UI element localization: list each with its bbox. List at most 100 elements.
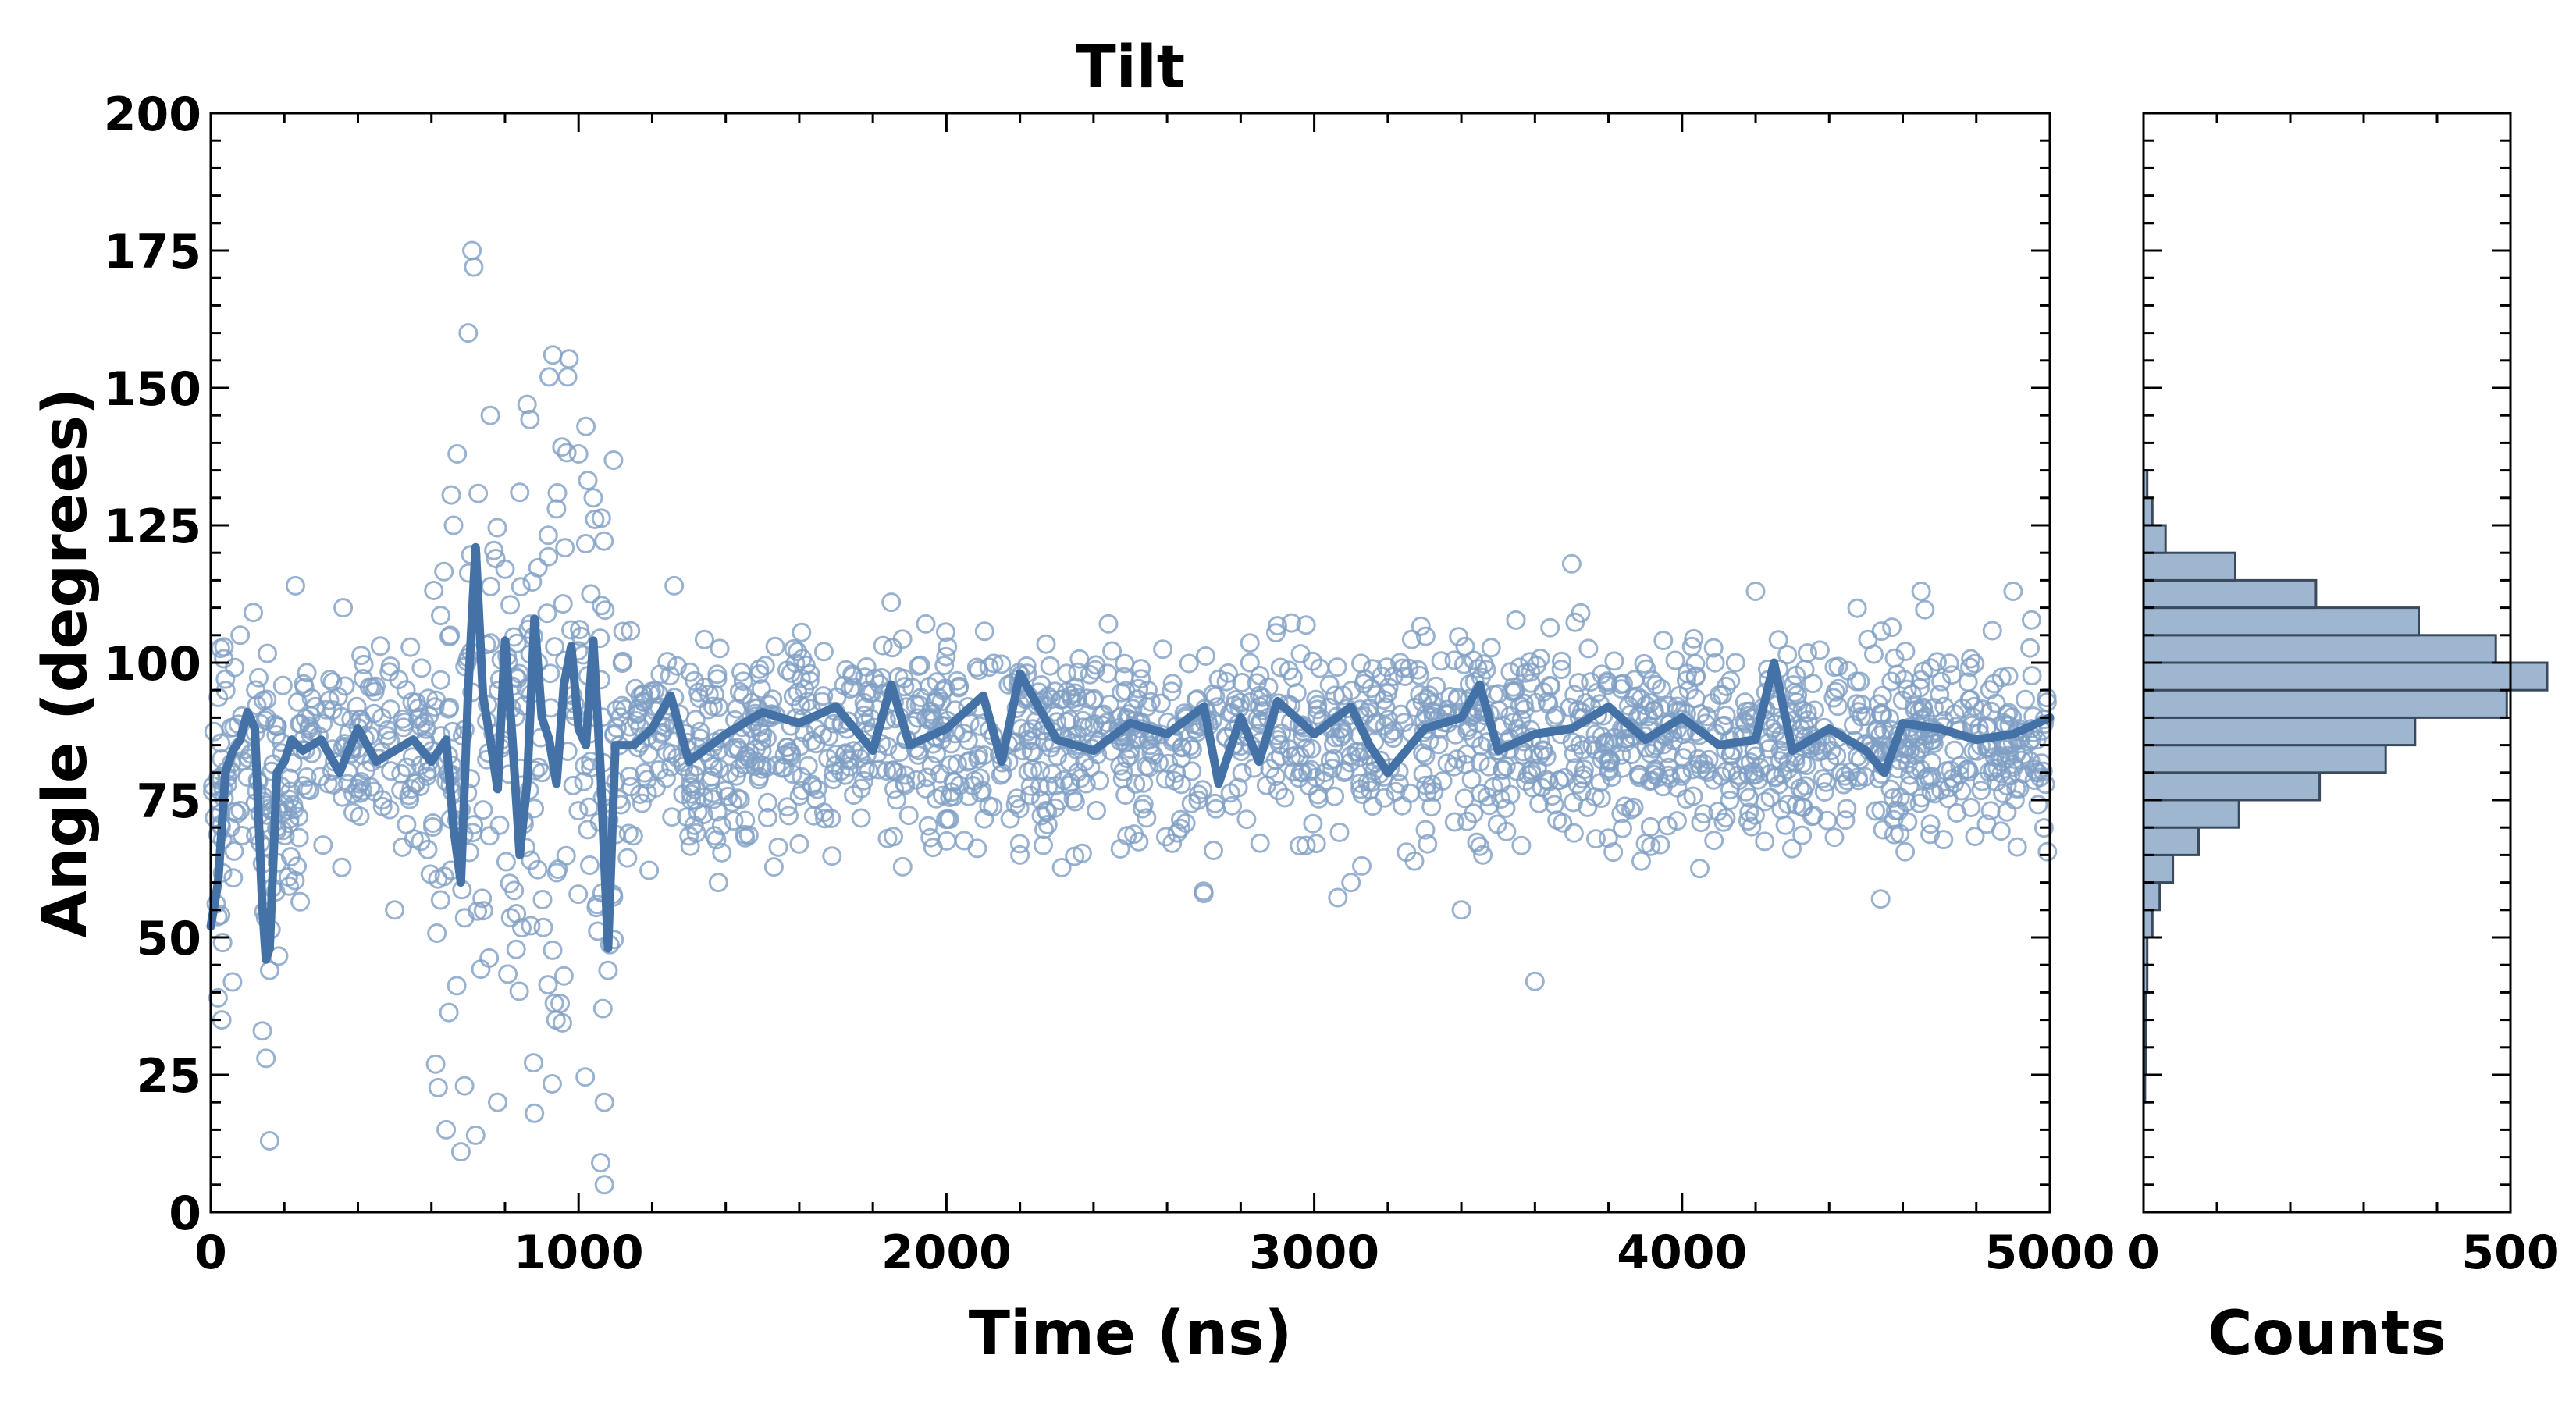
scatter-point xyxy=(1478,756,1499,777)
scatter-point xyxy=(1510,695,1530,716)
scatter-point xyxy=(1250,666,1270,685)
scatter-point xyxy=(632,793,652,813)
scatter-point xyxy=(1667,811,1687,831)
chart-title: Tilt xyxy=(1076,32,1185,101)
scatter-point xyxy=(1600,751,1621,771)
scatter-point xyxy=(613,621,633,642)
scatter-point xyxy=(553,966,574,986)
scatter-point xyxy=(979,657,999,678)
scatter-point xyxy=(1735,711,1755,731)
scatter-point xyxy=(1615,729,1635,749)
scatter-point xyxy=(1476,660,1496,680)
scatter-point xyxy=(789,834,809,854)
scatter-point xyxy=(931,692,952,712)
scatter-point xyxy=(1422,694,1443,714)
scatter-point xyxy=(681,784,701,804)
scatter-point xyxy=(1421,797,1442,817)
scatter-point xyxy=(1362,796,1382,816)
scatter-point xyxy=(1665,650,1685,670)
scatter-point xyxy=(1149,752,1169,773)
scatter-point xyxy=(594,1092,614,1112)
scatter-point xyxy=(418,688,439,709)
scatter-point xyxy=(1846,694,1866,714)
scatter-point xyxy=(285,870,305,891)
scatter-point xyxy=(916,708,936,728)
scatter-point xyxy=(1825,681,1845,702)
scatter-point xyxy=(393,717,414,738)
scatter-point xyxy=(591,1153,610,1173)
scatter-point xyxy=(1965,653,1985,674)
scatter-point xyxy=(2003,582,2023,601)
scatter-point xyxy=(1740,752,1760,772)
scatter-point xyxy=(690,721,710,742)
scatter-point xyxy=(790,736,810,756)
histogram-bar xyxy=(2142,606,2420,637)
scatter-point xyxy=(1961,649,1981,669)
scatter-point xyxy=(1516,771,1536,791)
scatter-point xyxy=(1449,627,1469,647)
scatter-point xyxy=(464,257,484,277)
scatter-point xyxy=(319,690,340,710)
scatter-point xyxy=(1778,794,1798,814)
scatter-point xyxy=(1133,794,1154,814)
scatter-point xyxy=(1383,720,1404,741)
scatter-point xyxy=(1624,797,1644,817)
scatter-point xyxy=(1703,770,1724,790)
scatter-point xyxy=(1493,760,1513,780)
scatter-point xyxy=(1855,767,1875,787)
histogram-bar xyxy=(2142,496,2154,527)
scatter-point xyxy=(1544,795,1564,815)
scatter-point xyxy=(1651,679,1671,699)
scatter-point xyxy=(1603,842,1624,863)
scatter-point xyxy=(620,717,640,737)
scatter-point xyxy=(1270,657,1290,678)
scatter-point xyxy=(1525,971,1545,991)
scatter-point xyxy=(824,713,844,734)
scatter-point xyxy=(258,643,277,663)
scatter-point xyxy=(612,695,632,716)
scatter-point xyxy=(958,731,978,751)
scatter-point xyxy=(285,575,305,596)
scatter-point xyxy=(553,594,573,614)
scatter-point xyxy=(731,729,751,749)
scatter-point xyxy=(440,625,461,646)
scatter-point xyxy=(249,667,269,688)
scatter-point xyxy=(320,670,340,689)
scatter-point xyxy=(1521,662,1541,682)
scatter-point xyxy=(1196,646,1215,666)
scatter-point xyxy=(1934,696,1955,717)
scatter-point xyxy=(1225,695,1245,716)
scatter-point xyxy=(265,714,285,735)
histogram-bar xyxy=(2142,853,2175,884)
scatter-point xyxy=(1920,814,1941,834)
scatter-point xyxy=(1824,657,1845,678)
scatter-point xyxy=(1944,740,1965,760)
scatter-point xyxy=(968,749,988,769)
scatter-point xyxy=(2019,732,2039,752)
scatter-point xyxy=(1457,744,1477,764)
scatter-point xyxy=(1760,788,1781,808)
scatter-point xyxy=(215,669,236,689)
scatter-point xyxy=(525,1103,545,1123)
scatter-point xyxy=(983,797,1003,817)
scatter-point xyxy=(2006,778,2026,799)
scatter-point xyxy=(1464,650,1484,670)
scatter-point xyxy=(1991,667,2012,688)
scatter-point xyxy=(1984,758,2004,778)
scatter-point xyxy=(1522,777,1542,798)
scatter-point xyxy=(813,642,834,662)
scatter-point xyxy=(895,765,916,785)
scatter-point xyxy=(1769,774,1788,795)
scatter-point xyxy=(532,890,553,909)
scatter-point xyxy=(495,559,515,579)
scatter-point xyxy=(661,756,681,777)
scatter-point xyxy=(408,698,429,718)
scatter-point xyxy=(500,595,521,615)
scatter-point xyxy=(1676,670,1696,691)
scatter-point xyxy=(1193,780,1213,800)
scatter-point xyxy=(1470,836,1490,856)
scatter-point xyxy=(1681,636,1702,656)
scatter-point xyxy=(1704,831,1724,851)
scatter-point xyxy=(884,760,904,781)
scatter-point xyxy=(843,677,863,697)
